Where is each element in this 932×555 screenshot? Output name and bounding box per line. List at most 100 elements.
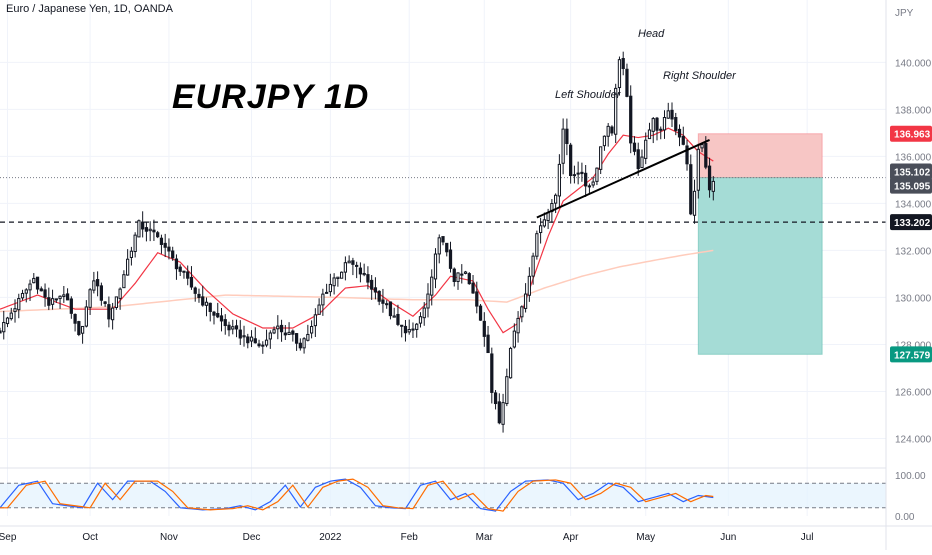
price-badge-bg (890, 125, 932, 142)
candle (561, 118, 565, 175)
candle-body (163, 242, 167, 248)
candle-body (283, 332, 287, 336)
candle (681, 126, 685, 146)
candle-body (554, 194, 558, 204)
candle-body (167, 246, 171, 252)
candle (516, 311, 520, 343)
candle-body (294, 333, 299, 344)
candle (17, 293, 21, 319)
candle (478, 303, 483, 321)
candle-body (617, 59, 622, 89)
candle (159, 234, 164, 254)
candle-body (700, 144, 704, 149)
candle-body (313, 314, 317, 327)
candle-body (77, 321, 81, 335)
candle-body (377, 290, 381, 302)
candle (219, 308, 224, 332)
candle (111, 302, 115, 330)
candle (201, 285, 205, 307)
candle-body (392, 315, 396, 318)
candle (636, 142, 640, 176)
candle-body (704, 142, 708, 168)
candle (599, 146, 603, 175)
candle-body (580, 171, 584, 175)
candle (276, 315, 280, 340)
candle-body (223, 319, 227, 327)
candle-body (501, 402, 505, 425)
candle-body (99, 285, 103, 301)
neckline (536, 138, 710, 219)
candle (520, 305, 524, 323)
candle (411, 322, 415, 338)
candle (264, 329, 269, 348)
candle (482, 312, 486, 347)
candle-body (201, 296, 205, 306)
candle (655, 116, 659, 141)
candle (126, 249, 130, 276)
candle-body (373, 287, 378, 293)
candle (606, 123, 610, 147)
candle-body (24, 289, 28, 294)
candle-body (257, 343, 261, 347)
candle (535, 230, 539, 260)
candle-body (189, 276, 194, 288)
candle (234, 319, 239, 338)
candle (13, 299, 17, 323)
candle (538, 217, 543, 244)
candle-body (144, 227, 149, 232)
candle-body (340, 271, 344, 279)
candle-body (403, 325, 408, 334)
candle-body (670, 109, 674, 120)
candle-body (148, 228, 152, 232)
candle-body (711, 180, 715, 192)
candle (557, 154, 562, 208)
candle-body (418, 316, 423, 324)
candle (621, 51, 625, 76)
candle-body (309, 325, 314, 334)
candle (208, 302, 212, 322)
candle-body (696, 148, 700, 191)
candle-body (328, 283, 332, 293)
candle (54, 298, 58, 303)
candle-body (677, 128, 682, 138)
candle (152, 219, 156, 241)
candle-body (351, 260, 355, 265)
candle (362, 263, 366, 277)
candle (114, 296, 119, 310)
candle-body (84, 306, 88, 327)
candle (437, 234, 441, 264)
candle-body (644, 139, 648, 159)
candle-body (50, 298, 55, 305)
candle (512, 323, 516, 349)
candle (2, 310, 6, 340)
candle-body (114, 296, 119, 309)
candle (186, 265, 190, 286)
candle-body (707, 165, 712, 191)
candle-body (381, 299, 385, 304)
price-badge-bg (890, 346, 932, 363)
candle-body (122, 274, 126, 289)
candle-body (231, 326, 235, 330)
price-tick-label: 132.000 (895, 246, 932, 257)
candle (317, 298, 321, 315)
candle (351, 257, 355, 276)
candle (415, 322, 419, 338)
candle (441, 236, 445, 246)
candle (328, 273, 332, 297)
candle (400, 324, 404, 338)
candle-body (261, 344, 265, 347)
candle-body (366, 274, 370, 283)
candle (148, 221, 152, 242)
candle (39, 286, 43, 292)
candle (137, 219, 141, 238)
price-badge: 136.963 (890, 125, 932, 142)
candle-body (655, 117, 659, 131)
candle (366, 266, 370, 290)
symbol-title: Euro / Japanese Yen, 1D, OANDA (6, 3, 173, 15)
candle (475, 281, 479, 314)
candle (392, 307, 396, 318)
candle-body (411, 328, 415, 331)
candle (471, 274, 475, 294)
candle-body (332, 277, 336, 287)
candle-body (452, 268, 456, 283)
